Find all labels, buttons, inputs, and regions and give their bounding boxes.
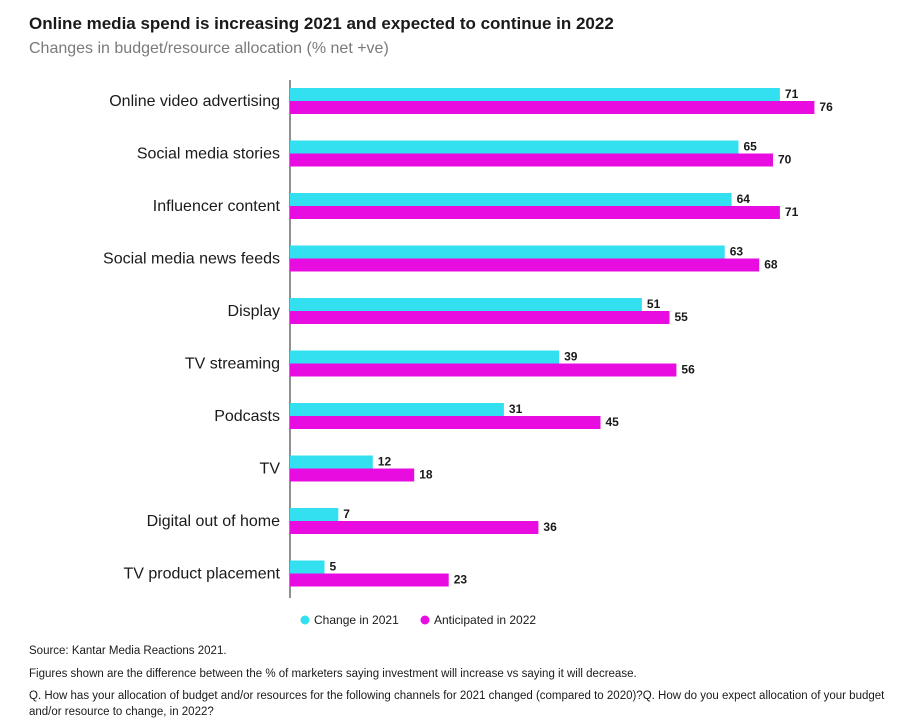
legend-marker bbox=[420, 615, 430, 625]
figures-note: Figures shown are the difference between… bbox=[29, 667, 637, 680]
data-label: 51 bbox=[647, 297, 661, 311]
chart-title: Online media spend is increasing 2021 an… bbox=[29, 14, 614, 33]
bar-anticipated-2022 bbox=[290, 101, 815, 114]
bar-change-2021 bbox=[290, 508, 339, 521]
data-label: 23 bbox=[454, 573, 468, 587]
bar-anticipated-2022 bbox=[290, 521, 539, 534]
bar-change-2021 bbox=[290, 245, 725, 259]
bar-change-2021 bbox=[290, 560, 325, 574]
data-label: 7 bbox=[343, 507, 350, 521]
legend-label: Change in 2021 bbox=[314, 613, 399, 627]
bar-change-2021 bbox=[290, 403, 504, 416]
data-label: 5 bbox=[330, 560, 337, 574]
category-label: TV product placement bbox=[123, 566, 280, 583]
category-label: Display bbox=[228, 303, 280, 320]
bar-change-2021 bbox=[290, 88, 780, 101]
category-label: Social media stories bbox=[137, 146, 280, 163]
chart-subtitle: Changes in budget/resource allocation (%… bbox=[29, 40, 389, 57]
bar-anticipated-2022 bbox=[290, 258, 760, 272]
data-label: 63 bbox=[730, 245, 744, 259]
data-label: 55 bbox=[675, 310, 689, 324]
category-label: Influencer content bbox=[153, 198, 281, 215]
bar-change-2021 bbox=[290, 350, 560, 364]
bar-change-2021 bbox=[290, 193, 732, 206]
chart-notes: Source: Kantar Media Reactions 2021. Fig… bbox=[29, 644, 889, 727]
data-label: 31 bbox=[509, 402, 523, 416]
legend-label: Anticipated in 2022 bbox=[434, 613, 536, 627]
legend-marker bbox=[300, 615, 310, 625]
bar-anticipated-2022 bbox=[290, 311, 670, 324]
data-label: 76 bbox=[819, 100, 833, 114]
data-label: 56 bbox=[681, 363, 695, 377]
bar-change-2021 bbox=[290, 455, 373, 469]
data-label: 70 bbox=[778, 153, 792, 167]
data-label: 71 bbox=[785, 87, 799, 101]
bar-chart: Online video advertising 71 76 Social media… bbox=[103, 80, 833, 627]
question-note: Q. How has your allocation of budget and… bbox=[29, 690, 885, 718]
category-label: Digital out of home bbox=[147, 513, 281, 530]
category-label: TV streaming bbox=[185, 356, 280, 373]
bar-anticipated-2022 bbox=[290, 468, 415, 482]
source-note: Source: Kantar Media Reactions 2021. bbox=[29, 645, 227, 657]
bar-anticipated-2022 bbox=[290, 416, 601, 429]
bar-anticipated-2022 bbox=[290, 206, 780, 219]
data-label: 65 bbox=[744, 140, 758, 154]
category-label: TV bbox=[260, 461, 281, 478]
category-label: Podcasts bbox=[214, 408, 280, 425]
data-label: 18 bbox=[419, 468, 433, 482]
bar-change-2021 bbox=[290, 298, 642, 311]
data-label: 68 bbox=[764, 258, 778, 272]
bar-anticipated-2022 bbox=[290, 153, 773, 167]
data-label: 64 bbox=[737, 192, 751, 206]
category-label: Social media news feeds bbox=[103, 251, 280, 268]
data-label: 12 bbox=[378, 455, 392, 469]
data-label: 39 bbox=[564, 350, 578, 364]
data-label: 45 bbox=[606, 415, 620, 429]
bar-change-2021 bbox=[290, 140, 739, 154]
bar-anticipated-2022 bbox=[290, 573, 449, 587]
category-label: Online video advertising bbox=[109, 93, 280, 110]
bar-anticipated-2022 bbox=[290, 363, 677, 377]
data-label: 71 bbox=[785, 205, 799, 219]
data-label: 36 bbox=[543, 520, 557, 534]
